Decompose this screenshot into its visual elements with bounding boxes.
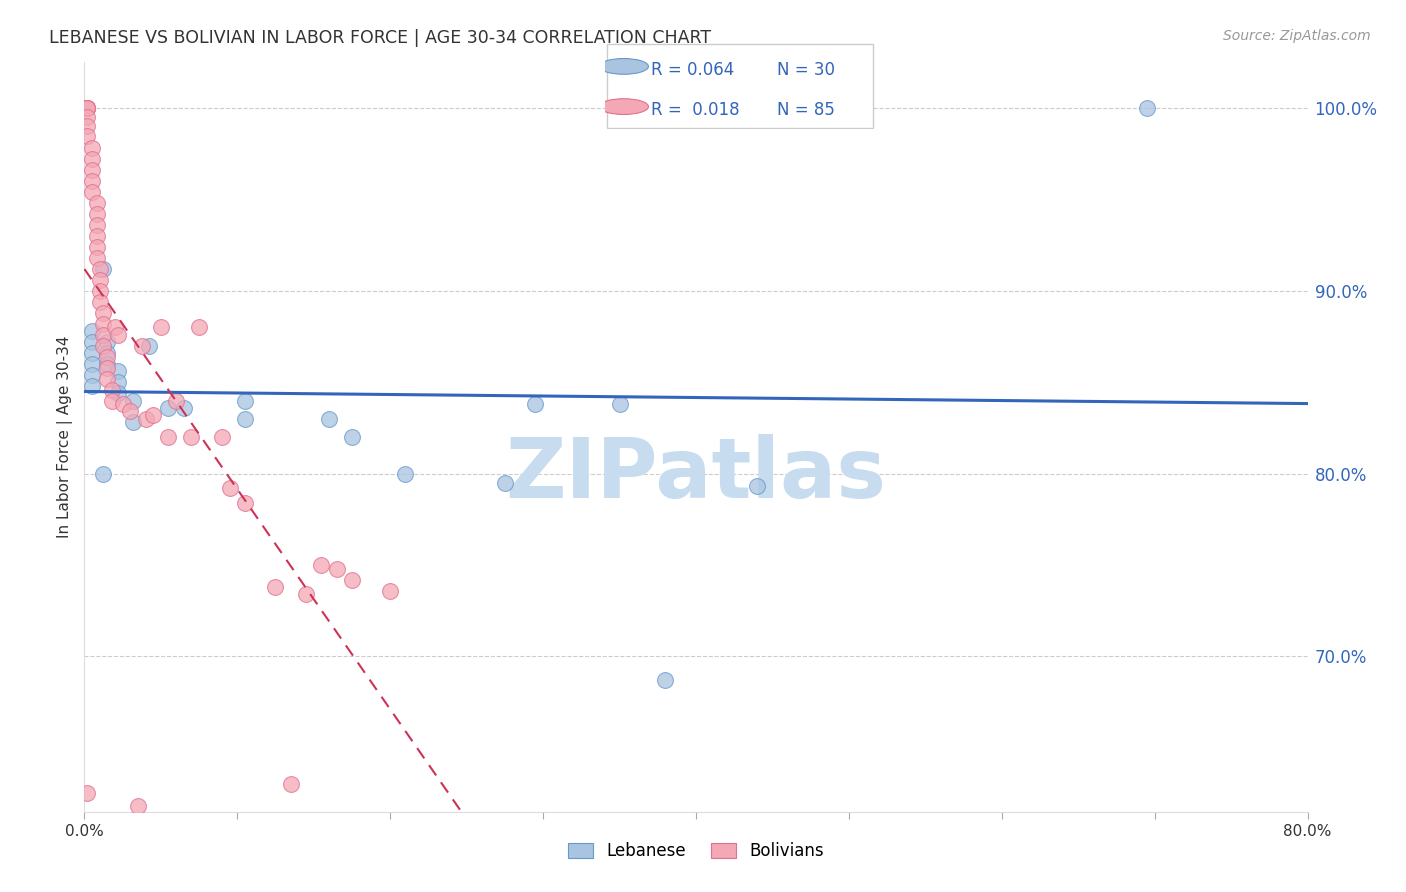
Point — [233, 412, 256, 426]
Point — [96, 350, 118, 364]
Point — [157, 430, 180, 444]
Y-axis label: In Labor Force | Age 30-34: In Labor Force | Age 30-34 — [58, 335, 73, 539]
Circle shape — [599, 99, 648, 114]
Point — [127, 799, 149, 814]
Point — [295, 587, 318, 601]
Point — [89, 284, 111, 298]
Point — [122, 393, 145, 408]
Point — [101, 383, 124, 397]
Circle shape — [599, 59, 648, 74]
Point — [233, 393, 256, 408]
Point — [91, 262, 114, 277]
Text: Source: ZipAtlas.com: Source: ZipAtlas.com — [1223, 29, 1371, 43]
Text: R =  0.018: R = 0.018 — [651, 101, 740, 119]
Point — [280, 777, 302, 791]
Point — [173, 401, 195, 415]
Point — [76, 110, 98, 124]
Text: LEBANESE VS BOLIVIAN IN LABOR FORCE | AGE 30-34 CORRELATION CHART: LEBANESE VS BOLIVIAN IN LABOR FORCE | AG… — [49, 29, 711, 46]
Point — [165, 393, 187, 408]
Point — [1136, 101, 1159, 115]
Point — [91, 339, 114, 353]
Point — [157, 401, 180, 415]
Point — [76, 101, 98, 115]
Point — [86, 229, 108, 244]
Point — [86, 207, 108, 221]
Point — [96, 360, 118, 375]
Legend: Lebanese, Bolivians: Lebanese, Bolivians — [561, 836, 831, 867]
Point — [180, 430, 202, 444]
Point — [91, 317, 114, 331]
Point — [91, 306, 114, 320]
Point — [76, 101, 98, 115]
Point — [86, 218, 108, 232]
Point — [96, 334, 118, 349]
Point — [609, 397, 631, 411]
Point — [89, 262, 111, 277]
Point — [91, 467, 114, 481]
Point — [149, 320, 172, 334]
Point — [340, 430, 363, 444]
Point — [211, 430, 233, 444]
Point — [524, 397, 547, 411]
Point — [80, 379, 103, 393]
Point — [96, 346, 118, 360]
Point — [264, 580, 287, 594]
Point — [340, 573, 363, 587]
Point — [76, 101, 98, 115]
Point — [101, 393, 124, 408]
Point — [80, 141, 103, 155]
Point — [96, 357, 118, 371]
Point — [80, 334, 103, 349]
Point — [120, 404, 142, 418]
Point — [80, 153, 103, 167]
Point — [76, 787, 98, 801]
Point — [111, 397, 134, 411]
Point — [135, 412, 157, 426]
Point — [80, 368, 103, 382]
Point — [80, 346, 103, 360]
Point — [76, 814, 98, 828]
Point — [86, 240, 108, 254]
Point — [122, 416, 145, 430]
Point — [107, 327, 129, 342]
Point — [80, 174, 103, 188]
Point — [86, 196, 108, 211]
Point — [89, 273, 111, 287]
Point — [104, 320, 127, 334]
Point — [80, 324, 103, 338]
Point — [76, 128, 98, 143]
Point — [233, 496, 256, 510]
Point — [747, 479, 769, 493]
Point — [188, 320, 211, 334]
FancyBboxPatch shape — [607, 44, 873, 128]
Point — [96, 371, 118, 385]
Text: N = 85: N = 85 — [778, 101, 835, 119]
Point — [86, 251, 108, 265]
Point — [218, 481, 240, 495]
Point — [311, 558, 333, 572]
Point — [107, 364, 129, 378]
Point — [89, 294, 111, 309]
Point — [91, 327, 114, 342]
Point — [318, 412, 340, 426]
Text: N = 30: N = 30 — [778, 61, 835, 78]
Point — [131, 339, 153, 353]
Point — [107, 376, 129, 390]
Point — [80, 163, 103, 178]
Point — [138, 339, 160, 353]
Point — [76, 101, 98, 115]
Point — [107, 386, 129, 401]
Point — [80, 357, 103, 371]
Point — [494, 475, 516, 490]
Point — [325, 562, 347, 576]
Text: ZIPatlas: ZIPatlas — [506, 434, 886, 515]
Point — [76, 120, 98, 134]
Point — [654, 673, 676, 687]
Text: R = 0.064: R = 0.064 — [651, 61, 734, 78]
Point — [380, 583, 402, 598]
Point — [76, 101, 98, 115]
Point — [394, 467, 416, 481]
Point — [142, 408, 165, 422]
Point — [80, 185, 103, 199]
